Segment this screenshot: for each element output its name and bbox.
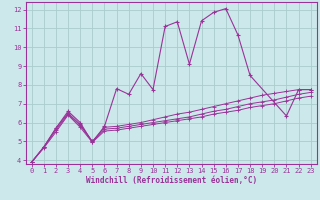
- X-axis label: Windchill (Refroidissement éolien,°C): Windchill (Refroidissement éolien,°C): [86, 176, 257, 185]
